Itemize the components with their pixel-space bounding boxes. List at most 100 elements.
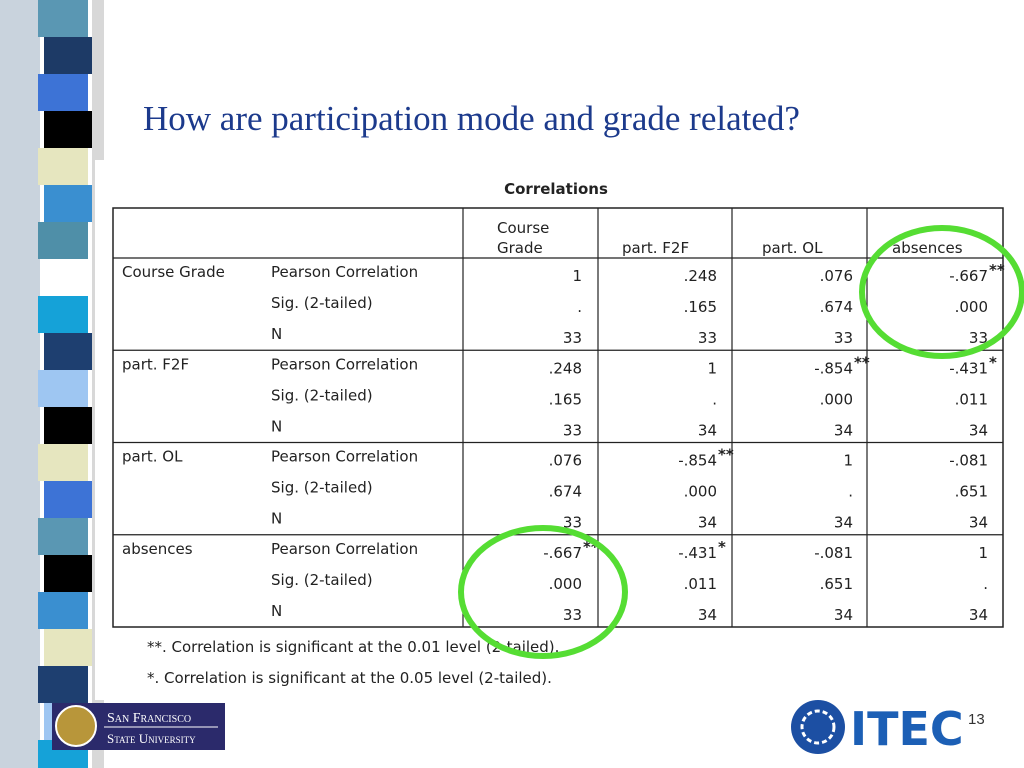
cell-value: 34 xyxy=(969,421,988,439)
sfsu-line: San Francisco xyxy=(107,711,191,726)
footnote: **. Correlation is significant at the 0.… xyxy=(147,638,559,656)
correlation-table: Correlations Course Grade part. F2F part. OL… xyxy=(112,180,1005,687)
cell-value: -.431 xyxy=(678,544,717,562)
row-stat: Pearson Correlation xyxy=(271,355,418,373)
cell-value: .011 xyxy=(684,575,717,593)
cell-value: 33 xyxy=(834,329,853,347)
row-stat: Pearson Correlation xyxy=(271,448,418,466)
cell-value: . xyxy=(848,483,853,501)
row-variable: part. OL xyxy=(122,448,183,466)
cell-value: -.667 xyxy=(543,544,582,562)
cell-value: .165 xyxy=(549,390,582,408)
stripe-block xyxy=(38,666,88,703)
table-border xyxy=(112,207,1004,628)
row-stat: Sig. (2-tailed) xyxy=(271,386,373,404)
cell-value: 1 xyxy=(707,359,717,377)
stripe-block xyxy=(44,259,94,296)
cell-value: 34 xyxy=(834,421,853,439)
cell-value: 1 xyxy=(843,452,853,470)
cell-value: .248 xyxy=(684,267,717,285)
cell-value: 33 xyxy=(698,329,717,347)
stripe-block xyxy=(44,555,94,592)
slide-title: How are participation mode and grade rel… xyxy=(143,99,800,138)
cell-note: ** xyxy=(854,353,870,371)
stripe-block xyxy=(38,444,88,481)
cell-value: -.854 xyxy=(678,452,717,470)
cell-value: . xyxy=(983,575,988,593)
stripe-block xyxy=(44,629,94,666)
cell-value: .674 xyxy=(820,298,853,316)
cell-value: 33 xyxy=(563,421,582,439)
stripe-base xyxy=(0,0,40,768)
stripe-block xyxy=(38,0,88,37)
itec-emblem-star xyxy=(800,709,836,745)
cell-value: 34 xyxy=(698,514,717,532)
row-variable: Course Grade xyxy=(122,263,225,281)
highlight-circle xyxy=(859,225,1024,359)
cell-value: -.854 xyxy=(814,359,853,377)
cell-value: .000 xyxy=(955,298,988,316)
cell-value: .674 xyxy=(549,483,582,501)
cell-value: 34 xyxy=(834,606,853,624)
cell-value: .076 xyxy=(820,267,853,285)
stripe-block xyxy=(38,592,88,629)
footnote: *. Correlation is significant at the 0.0… xyxy=(147,669,552,687)
stripe-block xyxy=(44,407,94,444)
row-variable: absences xyxy=(122,540,193,558)
cell-value: -.081 xyxy=(814,544,853,562)
stripe-block xyxy=(44,185,94,222)
cell-value: .076 xyxy=(549,452,582,470)
column-header: part. OL xyxy=(762,239,823,257)
cell-value: 33 xyxy=(563,606,582,624)
stripe-block xyxy=(44,333,94,370)
cell-value: 34 xyxy=(834,514,853,532)
cell-value: .651 xyxy=(955,483,988,501)
cell-value: .000 xyxy=(684,483,717,501)
decorative-stripe xyxy=(0,0,94,768)
cell-value: 33 xyxy=(563,514,582,532)
cell-value: . xyxy=(712,390,717,408)
sfsu-logo: San Francisco State University xyxy=(52,703,225,750)
cell-value: 33 xyxy=(563,329,582,347)
stripe-block xyxy=(44,111,94,148)
row-variable: part. F2F xyxy=(122,355,189,373)
cell-value: .011 xyxy=(955,390,988,408)
cell-note: * xyxy=(718,538,726,556)
stripe-block xyxy=(44,37,94,74)
row-stat: Sig. (2-tailed) xyxy=(271,571,373,589)
cell-value: 34 xyxy=(698,606,717,624)
cell-value: -.431 xyxy=(949,359,988,377)
stripe-block xyxy=(38,370,88,407)
itec-emblem xyxy=(791,700,845,754)
cell-value: . xyxy=(577,298,582,316)
column-header: Course xyxy=(497,219,549,237)
cell-note: ** xyxy=(989,261,1005,279)
cell-value: 34 xyxy=(698,421,717,439)
cell-value: .651 xyxy=(820,575,853,593)
cell-value: 1 xyxy=(572,267,582,285)
table-panel xyxy=(95,160,1024,700)
cell-value: .248 xyxy=(549,359,582,377)
stripe-block xyxy=(44,481,94,518)
cell-value: .165 xyxy=(684,298,717,316)
row-stat: N xyxy=(271,510,282,528)
stripe-block xyxy=(38,74,88,111)
cell-value: 33 xyxy=(969,329,988,347)
cell-value: .000 xyxy=(820,390,853,408)
itec-logo: ITEC xyxy=(791,700,964,756)
cell-value: 1 xyxy=(978,544,988,562)
cell-note: ** xyxy=(718,446,734,464)
row-stat: N xyxy=(271,602,282,620)
column-header: absences xyxy=(892,239,963,257)
stripe-block xyxy=(38,296,88,333)
row-stat: N xyxy=(271,325,282,343)
row-stat: Sig. (2-tailed) xyxy=(271,479,373,497)
cell-value: -.081 xyxy=(949,452,988,470)
row-stat: Sig. (2-tailed) xyxy=(271,294,373,312)
cell-value: -.667 xyxy=(949,267,988,285)
sfsu-line: State University xyxy=(107,731,196,746)
column-header: Grade xyxy=(497,239,543,257)
page-number: 13 xyxy=(968,711,985,728)
row-stat: N xyxy=(271,417,282,435)
